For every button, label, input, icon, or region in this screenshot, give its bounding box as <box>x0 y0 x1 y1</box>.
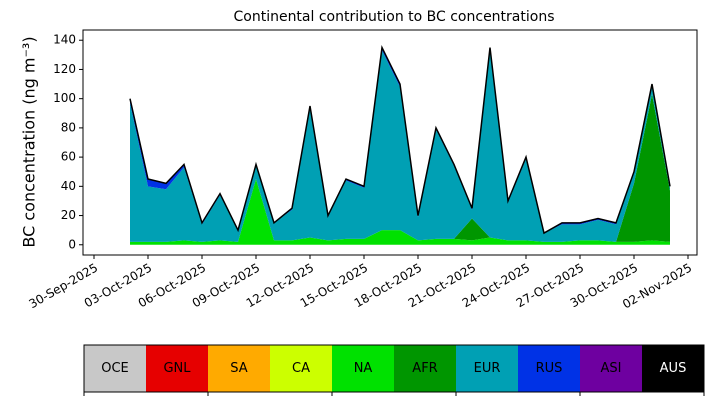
colorbar-label: RUS <box>536 361 563 376</box>
area <box>130 179 670 245</box>
colorbar-label: AUS <box>660 361 687 376</box>
colorbar-label: ASI <box>601 361 622 376</box>
colorbar-cell <box>332 345 395 392</box>
colorbar-cell <box>642 345 705 392</box>
colorbar-label: OCE <box>101 361 129 376</box>
colorbar-label: EUR <box>474 361 501 376</box>
colorbar-label: AFR <box>412 361 437 376</box>
colorbar-frame <box>83 344 705 393</box>
colorbar-cell <box>518 345 581 392</box>
colorbar-cell <box>580 345 643 392</box>
total-line <box>129 44 671 235</box>
y-tick-label: 20 <box>61 208 76 222</box>
y-tick-label: 80 <box>61 120 76 134</box>
y-tick-label: 0 <box>68 237 76 251</box>
y-tick-label: 60 <box>61 150 76 164</box>
colorbar-cell <box>146 345 209 392</box>
plot-frame <box>82 29 698 256</box>
y-tick-label: 100 <box>53 91 76 105</box>
colorbar-cell <box>394 345 457 392</box>
colorbar-label: NA <box>354 361 373 376</box>
y-tick-label: 40 <box>61 179 76 193</box>
colorbar-cell <box>208 345 271 392</box>
y-axis-label: BC concentration (ng m⁻³) <box>20 36 39 247</box>
colorbar-label: SA <box>230 361 247 376</box>
colorbar-label: GNL <box>163 361 191 376</box>
y-tick-label: 120 <box>53 62 76 76</box>
colorbar-cell <box>270 345 333 392</box>
colorbar-cell <box>84 345 147 392</box>
area <box>130 50 670 242</box>
chart-title: Continental contribution to BC concentra… <box>233 9 554 25</box>
colorbar-label: CA <box>292 361 310 376</box>
colorbar-cell <box>456 345 519 392</box>
y-tick-label: 140 <box>53 33 76 47</box>
